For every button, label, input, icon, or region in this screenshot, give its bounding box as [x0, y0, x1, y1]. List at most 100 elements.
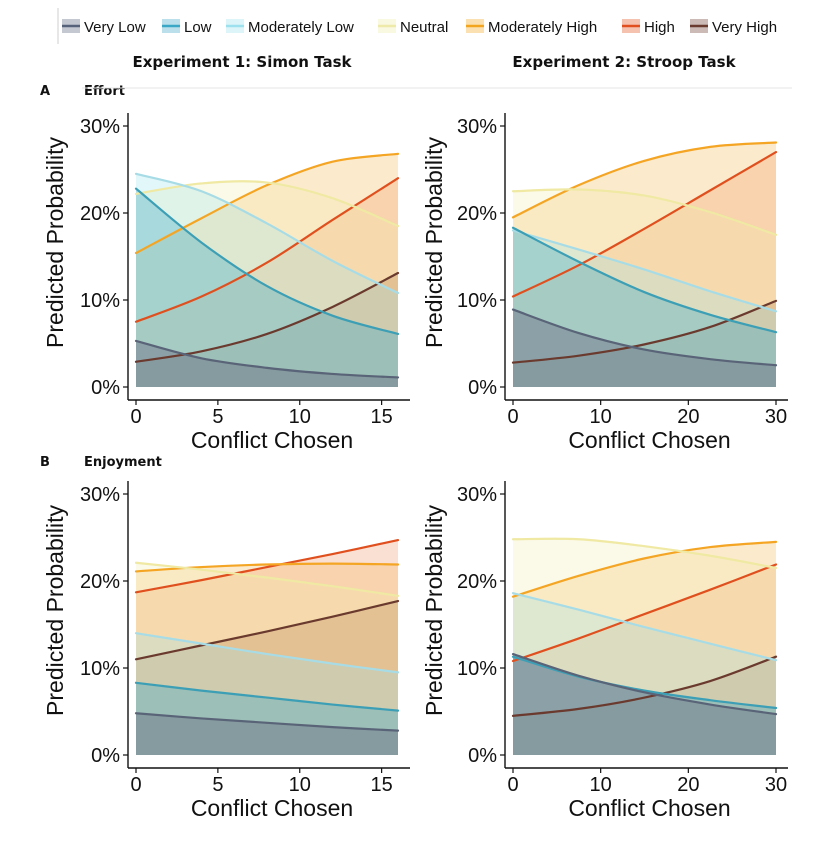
panel3-xtick-label-10: 10 — [590, 774, 612, 796]
panel1-line-moderately-low — [511, 229, 778, 313]
panel2-area-very-low — [136, 713, 398, 755]
panel1-area-moderately-low — [513, 230, 776, 387]
panel3-xtick-label-20: 20 — [677, 774, 699, 796]
panel0-xtick-label-10: 10 — [289, 406, 311, 428]
panel2-line-low — [134, 681, 400, 712]
legend: Very Low Low Moderately Low Neutral Moderate… — [57, 8, 777, 44]
panel-effort-simon: 0% 10% 20% 30% 0 5 10 15 Conflict Chosen Predicte… — [42, 113, 410, 453]
panel3-line-moderately-low — [511, 592, 778, 662]
panel3-ytick-label-10: 10% — [457, 658, 497, 680]
panel3-x-axis-title: Conflict Chosen — [568, 795, 730, 821]
panel2-xtick-label-15: 15 — [371, 774, 393, 796]
panel0-line-very-high — [134, 271, 400, 363]
panel0-ytick-label-0: 0% — [91, 377, 120, 399]
panel2-x-axis-title: Conflict Chosen — [191, 795, 353, 821]
row-title-effort: Effort — [84, 84, 125, 99]
panel3-line-very-low — [511, 652, 778, 716]
panel0-xtick-label-15: 15 — [371, 406, 393, 428]
panel2-xtick-label-5: 5 — [212, 774, 223, 796]
panel3-area-high — [513, 564, 776, 755]
panel0-ytick-label-10: 10% — [80, 290, 120, 312]
panel1-area-neutral — [513, 189, 776, 387]
panel0-y-axis-title: Predicted Probability — [42, 137, 68, 348]
panel3-area-very-low — [513, 654, 776, 755]
panel2-xtick-label-0: 0 — [130, 774, 141, 796]
panel0-area-moderately-low — [136, 173, 398, 387]
panel2-ytick-label-10: 10% — [80, 658, 120, 680]
legend-label-very-high: Very High — [712, 19, 777, 36]
panel1-line-low — [511, 226, 778, 334]
panel1-line-neutral — [511, 188, 778, 236]
panel3-ytick-label-0: 0% — [468, 745, 497, 767]
panel3-xtick-label-30: 30 — [765, 774, 787, 796]
panel3-ytick-label-30: 30% — [457, 484, 497, 506]
panel0-xtick-label-0: 0 — [130, 406, 141, 428]
panel3-area-low — [513, 656, 776, 755]
legend-label-moderately-low: Moderately Low — [248, 19, 354, 36]
column-title-experiment-2: Experiment 2: Stroop Task — [512, 53, 736, 71]
panel1-ytick-label-10: 10% — [457, 290, 497, 312]
legend-label-high: High — [644, 19, 675, 36]
legend-item-moderately-low: Moderately Low — [226, 19, 354, 36]
legend-label-neutral: Neutral — [400, 19, 448, 36]
panel3-y-axis-title: Predicted Probability — [421, 505, 447, 716]
panel3-line-very-high — [511, 655, 778, 717]
panel2-area-high — [136, 540, 398, 755]
panel0-line-neutral — [134, 180, 400, 228]
panel1-ytick-label-20: 20% — [457, 203, 497, 225]
panel1-line-moderately-high — [511, 141, 778, 219]
panel0-ytick-label-30: 30% — [80, 116, 120, 138]
legend-item-high: High — [622, 19, 675, 36]
panel2-ytick-label-30: 30% — [80, 484, 120, 506]
legend-label-low: Low — [184, 19, 212, 36]
panel0-area-moderately-high — [136, 153, 398, 387]
panel3-line-high — [511, 563, 778, 663]
panel-effort-stroop: 0% 10% 20% 30% 0 10 20 30 Conflict Chosen Predict… — [421, 113, 788, 453]
panel1-xtick-label-30: 30 — [765, 406, 787, 428]
panel2-area-low — [136, 682, 398, 755]
panel3-line-moderately-high — [511, 540, 778, 598]
row-letter-b: B — [40, 455, 50, 470]
panel2-line-very-low — [134, 712, 400, 732]
panel2-line-high — [134, 539, 400, 594]
panel3-xtick-label-0: 0 — [507, 774, 518, 796]
row-letter-a: A — [40, 84, 50, 99]
panel0-line-low — [134, 187, 400, 336]
panel2-line-neutral — [134, 561, 400, 597]
panel1-xtick-label-10: 10 — [590, 406, 612, 428]
panel0-line-very-low — [134, 339, 400, 379]
legend-item-neutral: Neutral — [378, 19, 448, 36]
legend-item-very-high: Very High — [690, 19, 777, 36]
panel3-line-neutral — [511, 537, 778, 570]
panel0-line-moderately-high — [134, 152, 400, 255]
panel1-area-very-low — [513, 309, 776, 387]
panel-enjoyment-simon: 0% 10% 20% 30% 0 5 10 15 Conflict Chosen Predicte… — [42, 481, 410, 821]
legend-label-moderately-high: Moderately High — [488, 19, 597, 36]
panel2-area-neutral — [136, 562, 398, 755]
panel3-area-moderately-high — [513, 541, 776, 755]
panel1-area-low — [513, 227, 776, 387]
panel0-area-low — [136, 188, 398, 387]
panel-enjoyment-stroop: 0% 10% 20% 30% 0 10 20 30 Conflict Chosen Predict… — [421, 481, 788, 821]
panel3-line-low — [511, 655, 778, 710]
panel1-line-very-low — [511, 308, 778, 367]
panel2-ytick-label-0: 0% — [91, 745, 120, 767]
panel0-area-very-low — [136, 340, 398, 387]
panel1-xtick-label-0: 0 — [507, 406, 518, 428]
panel2-y-axis-title: Predicted Probability — [42, 505, 68, 716]
panel0-area-neutral — [136, 181, 398, 387]
panel2-line-very-high — [134, 599, 400, 661]
panel1-x-axis-title: Conflict Chosen — [568, 427, 730, 453]
panel2-xtick-label-10: 10 — [289, 774, 311, 796]
row-title-enjoyment: Enjoyment — [84, 455, 162, 470]
legend-item-very-low: Very Low — [62, 19, 146, 36]
panel1-area-very-high — [513, 300, 776, 387]
panel1-line-very-high — [511, 299, 778, 364]
panel0-area-high — [136, 178, 398, 387]
panel2-area-moderately-high — [136, 563, 398, 755]
legend-label-very-low: Very Low — [84, 19, 146, 36]
legend-item-moderately-high: Moderately High — [466, 19, 597, 36]
panel1-y-axis-title: Predicted Probability — [421, 137, 447, 348]
panel2-line-moderately-low — [134, 632, 400, 674]
